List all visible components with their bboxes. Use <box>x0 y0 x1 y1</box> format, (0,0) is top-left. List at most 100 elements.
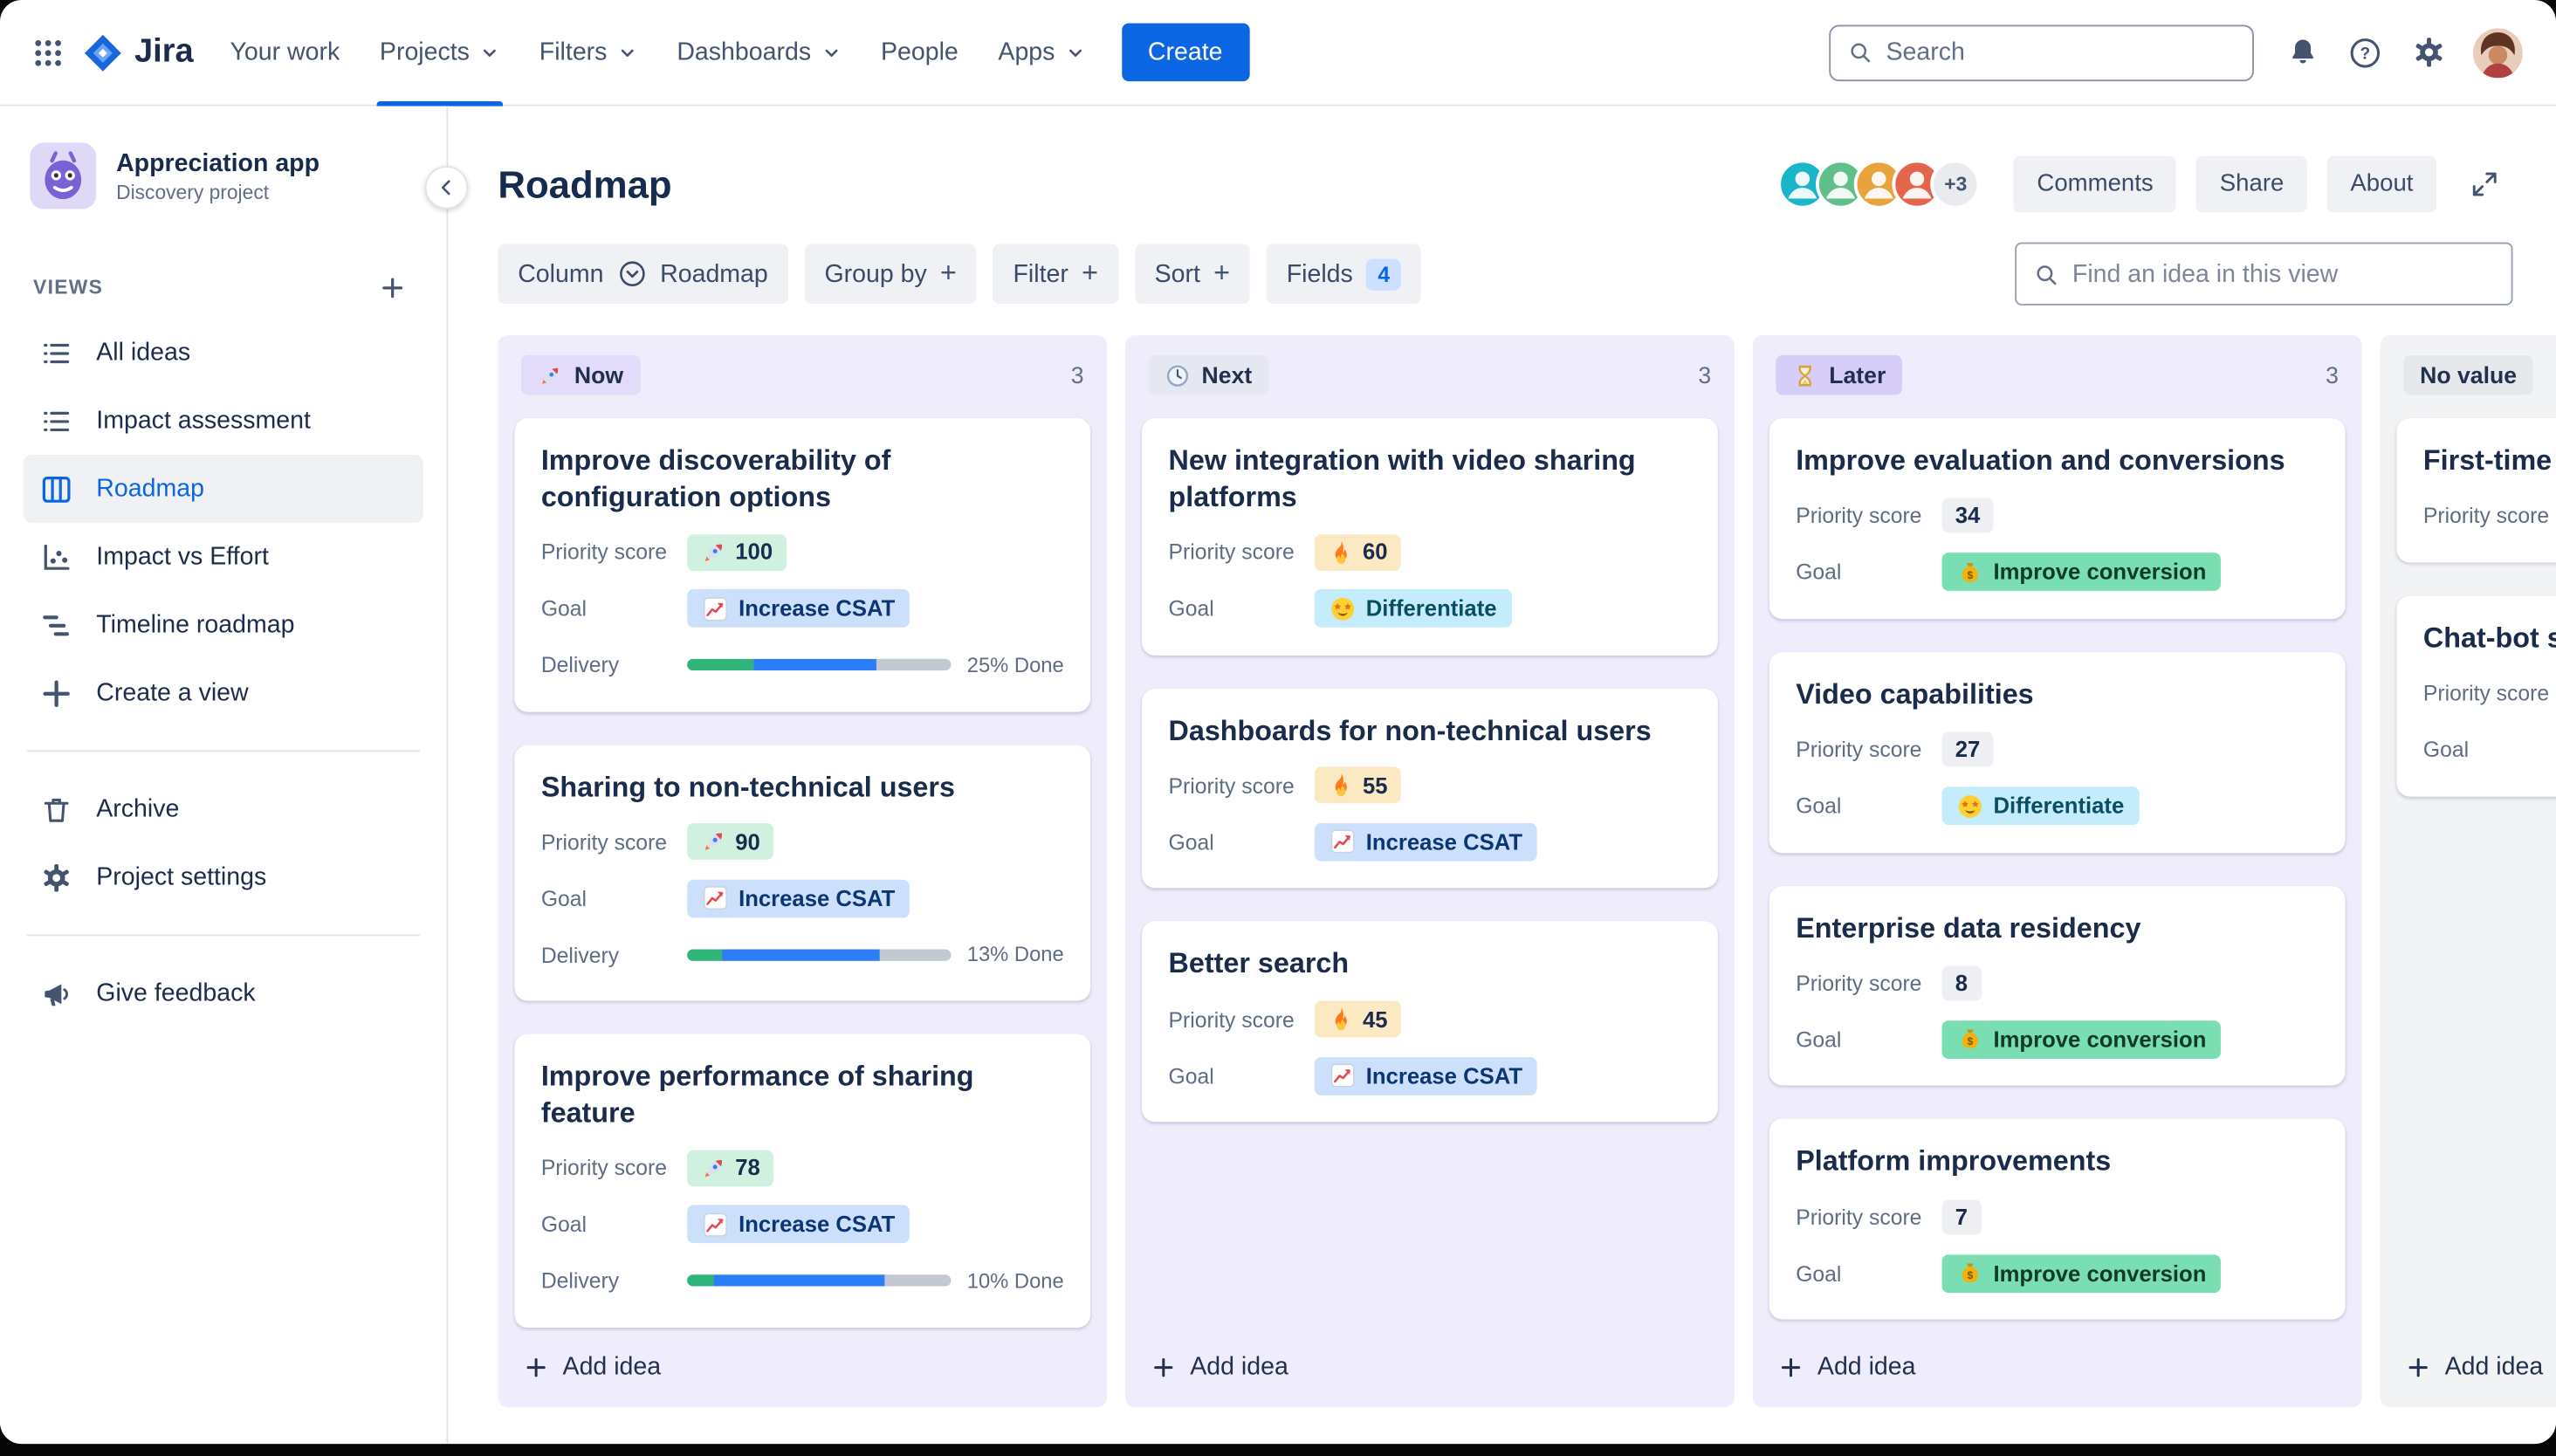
expand-icon[interactable] <box>2456 156 2513 213</box>
group-by-button[interactable]: Group by + <box>804 244 977 304</box>
add-view-icon[interactable] <box>370 265 413 308</box>
collaborator-avatars[interactable]: +3 <box>1777 159 1981 209</box>
idea-card[interactable]: Platform improvements Priority score 7 G… <box>1769 1118 2346 1320</box>
nav-dashboards[interactable]: Dashboards <box>656 0 861 106</box>
divider <box>26 750 421 752</box>
goal-label: Goal <box>1168 829 1214 855</box>
column-header-no-value[interactable]: No value <box>2403 354 2534 395</box>
goal-label: Goal <box>1168 595 1214 622</box>
sidebar-collapse-button[interactable] <box>424 166 469 209</box>
nav-people[interactable]: People <box>861 0 978 106</box>
find-idea-input[interactable] <box>2072 259 2495 288</box>
column-count: 3 <box>1070 361 1084 388</box>
idea-card[interactable]: Improve discoverability of configuration… <box>514 418 1091 711</box>
idea-card[interactable]: First-time ex Priority score 6 <box>2396 418 2556 563</box>
idea-card[interactable]: New integration with video sharing platf… <box>1142 418 1718 656</box>
about-button[interactable]: About <box>2326 155 2437 213</box>
chevron-down-icon <box>821 42 842 62</box>
delivery-label: Delivery <box>540 652 620 677</box>
sidebar-item-give-feedback[interactable]: Give feedback <box>24 959 423 1027</box>
goal-label: Goal <box>1796 1260 1842 1286</box>
priority-label: Priority score <box>1796 970 1922 996</box>
idea-card[interactable]: Improve evaluation and conversions Prior… <box>1769 418 2346 619</box>
nav-apps[interactable]: Apps <box>979 0 1105 106</box>
project-header[interactable]: Appreciation app Discovery project <box>30 143 416 209</box>
column-count: 3 <box>2326 361 2339 388</box>
trash-icon <box>40 793 73 826</box>
add-idea-button[interactable]: Add idea <box>498 1328 1107 1407</box>
search-icon <box>2033 260 2059 288</box>
sidebar-item-create-a-view[interactable]: Create a view <box>24 659 423 727</box>
comments-button[interactable]: Comments <box>2013 155 2177 213</box>
view-toolbar: Column Roadmap Group by + Filter + Sort + F… <box>448 223 2556 329</box>
global-search[interactable] <box>1829 24 2254 81</box>
column-selector[interactable]: Column Roadmap <box>498 244 788 304</box>
priority-score-badge: 100 <box>687 533 787 571</box>
sidebar-item-all-ideas[interactable]: All ideas <box>24 319 423 387</box>
priority-score-value: 45 <box>1362 1006 1388 1032</box>
plus-icon: + <box>939 257 957 289</box>
nav-filters[interactable]: Filters <box>519 0 657 106</box>
column-header-next[interactable]: Next <box>1148 354 1269 395</box>
create-button[interactable]: Create <box>1121 23 1249 82</box>
sidebar-item-impact-vs-effort[interactable]: Impact vs Effort <box>24 523 423 591</box>
goal-label: Goal <box>1168 1062 1214 1089</box>
priority-label: Priority score <box>1168 539 1295 565</box>
priority-score-badge: 78 <box>687 1150 774 1186</box>
sidebar-item-archive[interactable]: Archive <box>24 775 423 843</box>
help-icon[interactable] <box>2333 21 2396 84</box>
goal-label: Goal <box>540 1212 587 1237</box>
delivery-percent-text: 25% Done <box>966 653 1064 676</box>
find-idea-search[interactable] <box>2015 242 2513 306</box>
fields-count-badge: 4 <box>1366 258 1402 290</box>
list-icon <box>40 404 73 437</box>
plus-icon <box>40 676 73 710</box>
app-switcher-icon[interactable] <box>17 21 79 84</box>
timeline-icon <box>40 608 73 642</box>
settings-gear-icon[interactable] <box>2396 21 2459 84</box>
global-search-input[interactable] <box>1886 38 2236 67</box>
divider <box>26 934 421 937</box>
idea-title: Video capabilities <box>1796 678 2034 711</box>
priority-score-value: 27 <box>1955 737 1981 762</box>
fields-button[interactable]: Fields 4 <box>1266 244 1422 304</box>
progress-inprogress-segment <box>721 949 880 961</box>
nav-your-work[interactable]: Your work <box>210 0 360 106</box>
gear-icon <box>40 861 73 894</box>
user-avatar[interactable] <box>2473 27 2523 77</box>
add-idea-button[interactable]: Add idea <box>1753 1328 2362 1407</box>
share-button[interactable]: Share <box>2196 155 2307 213</box>
idea-card[interactable]: Better search Priority score 45 Goal Inc… <box>1142 921 1718 1123</box>
priority-label: Priority score <box>1168 1006 1295 1032</box>
idea-title: Dashboards for non-technical users <box>1168 714 1652 746</box>
sidebar-item-timeline-roadmap[interactable]: Timeline roadmap <box>24 591 423 659</box>
sidebar-item-impact-assessment[interactable]: Impact assessment <box>24 387 423 455</box>
progress-inprogress-segment <box>752 658 877 671</box>
top-navigation: Jira Your work Projects Filters Dashboar… <box>0 0 2556 106</box>
column-header-later[interactable]: Later <box>1776 354 1903 395</box>
idea-card[interactable]: Enterprise data residency Priority score… <box>1769 885 2346 1086</box>
priority-score-badge: 27 <box>1941 731 1994 767</box>
idea-card[interactable]: Improve performance of sharing feature P… <box>514 1034 1091 1328</box>
board-icon <box>40 472 73 505</box>
column-header-now[interactable]: Now <box>521 354 641 395</box>
priority-score-value: 34 <box>1955 503 1981 529</box>
avatar-overflow-count[interactable]: +3 <box>1930 159 1981 209</box>
nav-projects[interactable]: Projects <box>360 0 519 106</box>
idea-title: Better search <box>1168 948 1350 980</box>
filter-button[interactable]: Filter + <box>993 244 1118 304</box>
goal-label: Goal <box>540 885 587 911</box>
goal-chip: Improve conversion <box>1941 1253 2222 1293</box>
project-name: Appreciation app <box>116 148 320 177</box>
sort-button[interactable]: Sort + <box>1134 244 1250 304</box>
idea-card[interactable]: Video capabilities Priority score 27 Goa… <box>1769 651 2346 853</box>
add-idea-button[interactable]: Add idea <box>1125 1328 1735 1407</box>
add-idea-button[interactable]: Add idea <box>2380 1328 2556 1407</box>
idea-card[interactable]: Chat-bot su Priority score 6 Goal <box>2396 595 2556 796</box>
idea-card[interactable]: Dashboards for non-technical users Prior… <box>1142 688 1718 889</box>
idea-card[interactable]: Sharing to non-technical users Priority … <box>514 744 1091 1001</box>
jira-logo[interactable]: Jira <box>79 32 210 72</box>
sidebar-item-roadmap[interactable]: Roadmap <box>23 454 423 523</box>
notifications-icon[interactable] <box>2271 21 2333 84</box>
sidebar-item-project-settings[interactable]: Project settings <box>24 843 423 911</box>
